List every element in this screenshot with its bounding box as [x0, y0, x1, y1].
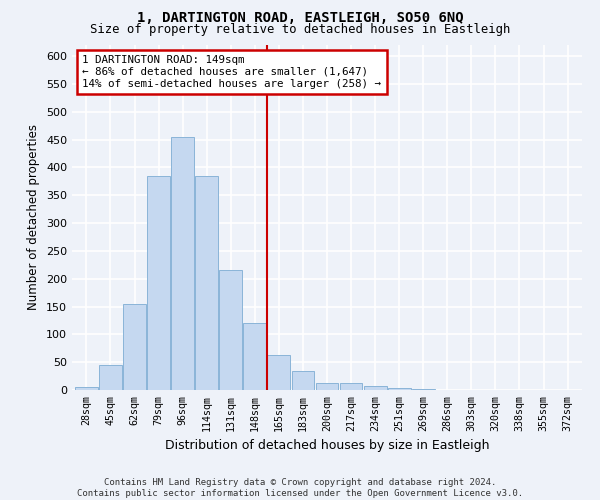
- Bar: [340, 384, 362, 390]
- Bar: [99, 365, 122, 390]
- Bar: [244, 323, 266, 390]
- Bar: [147, 176, 170, 390]
- X-axis label: Distribution of detached houses by size in Eastleigh: Distribution of detached houses by size …: [165, 439, 489, 452]
- Bar: [75, 387, 98, 390]
- Bar: [292, 370, 314, 390]
- Bar: [220, 270, 242, 390]
- Text: 1, DARTINGTON ROAD, EASTLEIGH, SO50 6NQ: 1, DARTINGTON ROAD, EASTLEIGH, SO50 6NQ: [137, 11, 463, 25]
- Text: Size of property relative to detached houses in Eastleigh: Size of property relative to detached ho…: [90, 22, 510, 36]
- Bar: [388, 388, 410, 390]
- Text: Contains HM Land Registry data © Crown copyright and database right 2024.
Contai: Contains HM Land Registry data © Crown c…: [77, 478, 523, 498]
- Bar: [268, 355, 290, 390]
- Bar: [364, 386, 386, 390]
- Bar: [195, 176, 218, 390]
- Y-axis label: Number of detached properties: Number of detached properties: [28, 124, 40, 310]
- Bar: [123, 304, 146, 390]
- Bar: [171, 137, 194, 390]
- Text: 1 DARTINGTON ROAD: 149sqm
← 86% of detached houses are smaller (1,647)
14% of se: 1 DARTINGTON ROAD: 149sqm ← 86% of detac…: [82, 56, 381, 88]
- Bar: [316, 383, 338, 390]
